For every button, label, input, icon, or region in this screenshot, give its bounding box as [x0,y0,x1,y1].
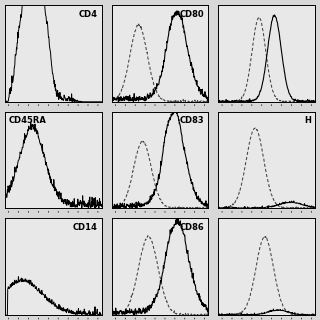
Text: H: H [304,116,311,125]
Text: CD83: CD83 [180,116,204,125]
Text: CD45RA: CD45RA [9,116,46,125]
Text: CD86: CD86 [180,223,204,232]
Text: CD80: CD80 [180,10,204,19]
Text: CD14: CD14 [73,223,98,232]
Text: CD4: CD4 [79,10,98,19]
